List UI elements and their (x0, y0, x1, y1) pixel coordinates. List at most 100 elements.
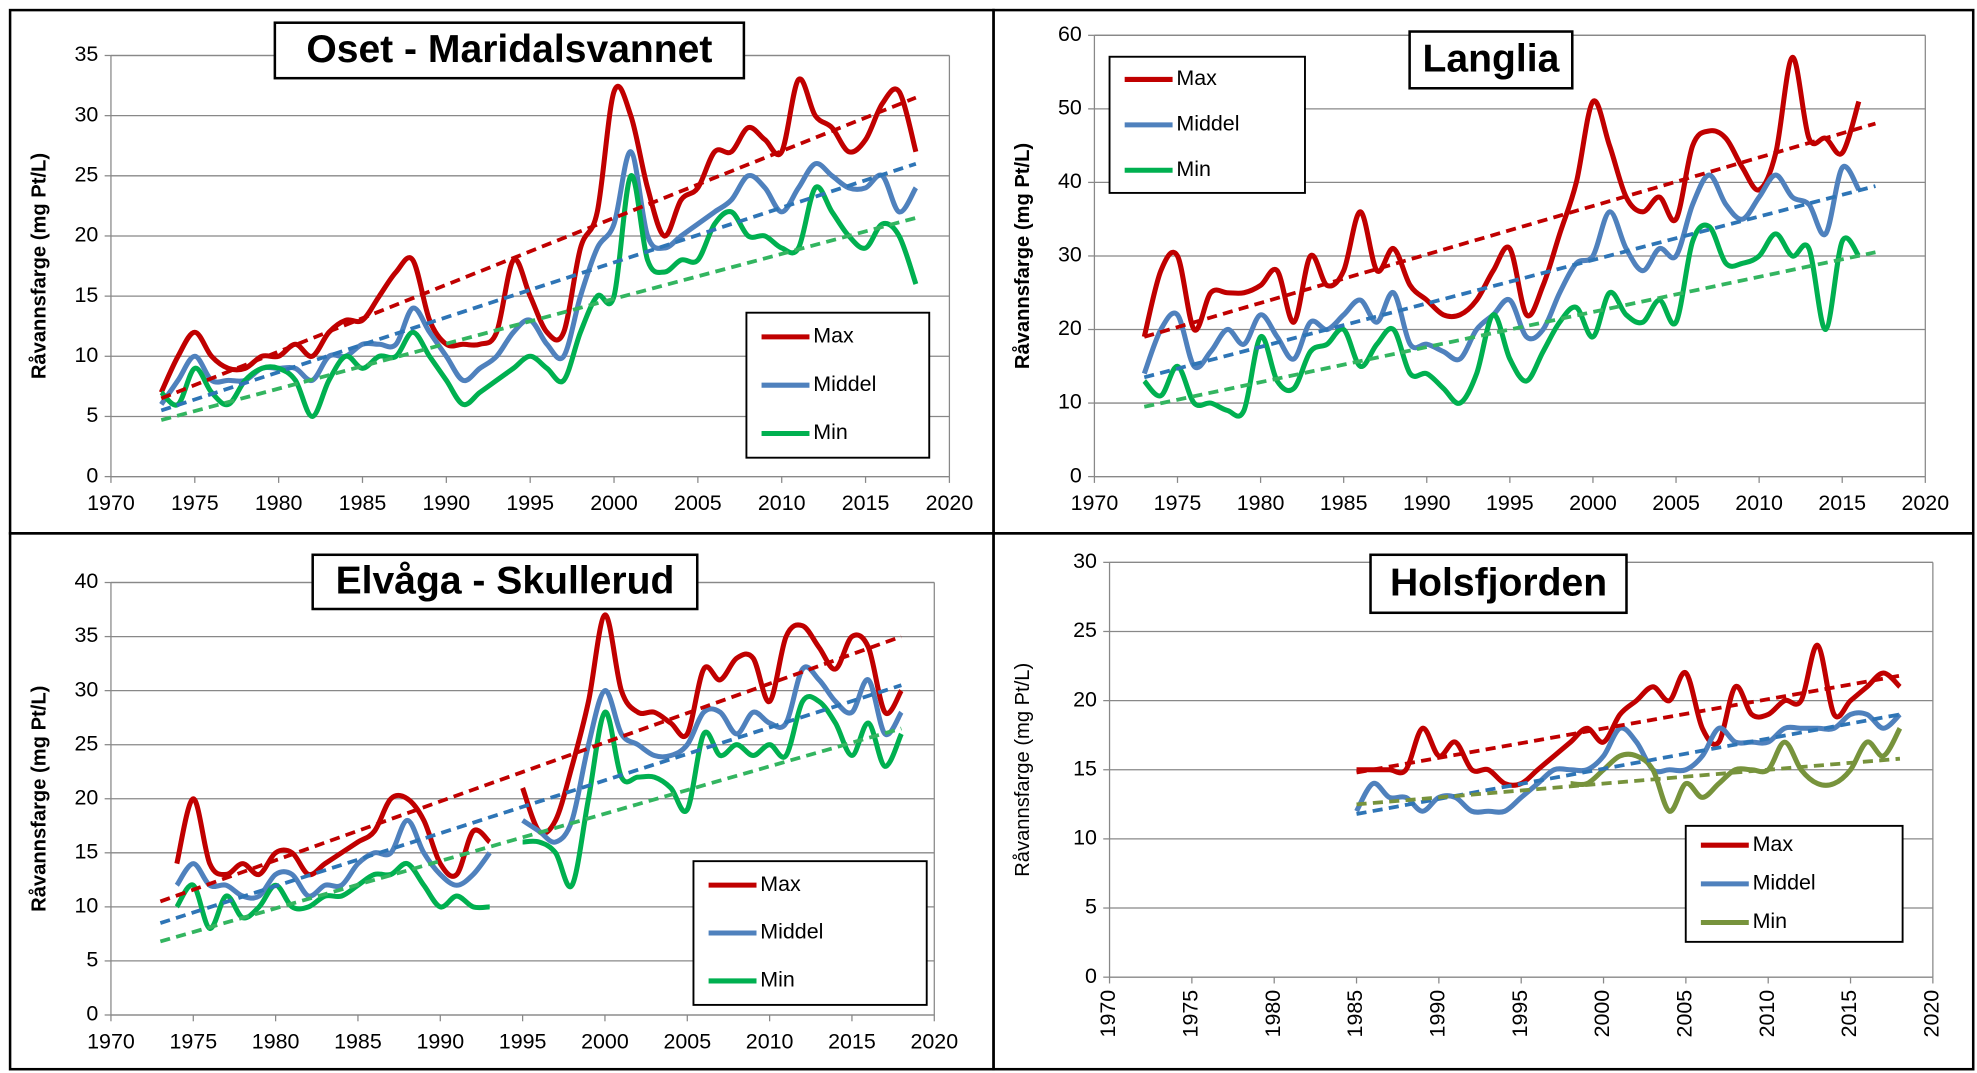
panel-frame (992, 532, 1975, 1071)
series-line (1570, 726, 1903, 814)
panel: 0 10 20 30 40 50 60 1970 1975 1980 1985 1990 1995 200… (992, 8, 1975, 535)
trend-line (1143, 250, 1876, 409)
series-line (1356, 642, 1902, 788)
legend-label: Middel (1753, 871, 1816, 895)
x-tick-label: 1975 (1179, 990, 1203, 1038)
chart-title: Oset - Maridalsvannet (306, 28, 712, 71)
y-tick-label: 5 (1085, 895, 1097, 919)
y-tick-label: 25 (1073, 618, 1097, 642)
legend-label: Min (813, 420, 848, 444)
y-tick-label: 30 (75, 102, 99, 126)
x-tick-label: 1985 (334, 1029, 382, 1053)
legend-label: Middel (813, 372, 876, 396)
y-axis-label: Råvannsfarge (mg Pt/L) (1012, 663, 1034, 877)
x-tick-label: 1970 (87, 491, 135, 515)
x-tick-label: 2015 (842, 491, 890, 515)
x-tick-label: 1985 (1343, 990, 1367, 1038)
x-tick-label: 2020 (1901, 491, 1949, 515)
y-tick-label: 20 (75, 223, 99, 247)
y-tick-label: 40 (75, 569, 99, 593)
x-tick-label: 1995 (499, 1029, 547, 1053)
x-tick-label: 2010 (1735, 491, 1783, 515)
y-axis-label: Råvannsfarge (mg Pt/L) (28, 686, 51, 912)
y-tick-label: 10 (75, 894, 99, 918)
y-tick-label: 30 (1058, 243, 1082, 267)
y-tick-label: 10 (1058, 390, 1082, 414)
x-tick-label: 1990 (416, 1029, 464, 1053)
x-tick-label: 2010 (1755, 990, 1779, 1038)
title-box (1369, 553, 1628, 615)
chart-title: Holsfjorden (1390, 561, 1607, 604)
x-tick-label: 2020 (910, 1029, 958, 1053)
trend-line (1356, 756, 1901, 807)
x-tick-label: 1985 (339, 491, 387, 515)
trend-line (160, 95, 917, 401)
trend-line (1143, 121, 1876, 339)
legend-label: Max (1176, 66, 1217, 90)
y-tick-label: 15 (75, 283, 99, 307)
x-tick-label: 2000 (1590, 990, 1614, 1038)
x-tick-label: 1970 (1071, 491, 1119, 515)
y-tick-label: 40 (1058, 169, 1082, 193)
trend-line (1356, 712, 1901, 816)
y-axis-label: Råvannsfarge (mg Pt/L) (28, 153, 51, 379)
x-tick-label: 1970 (87, 1029, 135, 1053)
x-tick-label: 2005 (1673, 990, 1697, 1038)
x-tick-label: 2005 (663, 1029, 711, 1053)
trend-line (1356, 673, 1901, 775)
title-box (273, 21, 746, 80)
y-tick-label: 30 (75, 677, 99, 701)
y-tick-label: 50 (1058, 96, 1082, 120)
x-tick-label: 2010 (746, 1029, 794, 1053)
y-tick-label: 20 (1058, 316, 1082, 340)
x-tick-label: 2020 (926, 491, 974, 515)
x-tick-label: 2005 (1652, 491, 1700, 515)
legend-label: Max (1753, 832, 1794, 856)
title-box (311, 553, 699, 611)
legend-label: Min (1753, 909, 1788, 933)
chart-title: Langlia (1423, 37, 1560, 80)
x-tick-label: 1970 (1096, 990, 1120, 1038)
x-tick-label: 1995 (1508, 990, 1532, 1038)
x-tick-label: 1975 (1154, 491, 1202, 515)
series-line (174, 664, 904, 901)
x-tick-label: 1980 (1261, 990, 1285, 1038)
x-tick-label: 1990 (1403, 491, 1451, 515)
trend-line (160, 161, 917, 413)
x-tick-label: 2020 (1920, 990, 1944, 1038)
y-tick-label: 0 (86, 463, 98, 487)
y-tick-label: 25 (75, 731, 99, 755)
x-tick-label: 2000 (590, 491, 638, 515)
y-tick-label: 15 (1073, 756, 1097, 780)
panel: 0 5 10 15 20 25 30 1970 1975 1980 1985 1990 1995 2000… (992, 532, 1975, 1071)
y-tick-label: 35 (75, 623, 99, 647)
chart-title: Elvåga - Skullerud (336, 559, 675, 602)
trend-line (159, 634, 902, 904)
trend-line (159, 683, 902, 925)
y-tick-label: 25 (75, 162, 99, 186)
series-line (174, 694, 904, 932)
y-tick-label: 10 (1073, 826, 1097, 850)
x-tick-label: 2010 (758, 491, 806, 515)
y-tick-label: 20 (1073, 687, 1097, 711)
x-tick-label: 1980 (255, 491, 303, 515)
series-line (1141, 163, 1862, 375)
x-tick-label: 1990 (1426, 990, 1450, 1038)
trend-line (159, 726, 902, 944)
y-tick-label: 35 (75, 42, 99, 66)
x-tick-label: 2015 (1818, 491, 1866, 515)
x-tick-label: 1980 (252, 1029, 300, 1053)
y-tick-label: 20 (75, 785, 99, 809)
legend-label: Middel (1176, 111, 1239, 135)
y-tick-label: 30 (1073, 549, 1097, 573)
x-tick-label: 2000 (581, 1029, 629, 1053)
y-tick-label: 0 (1085, 964, 1097, 988)
y-tick-label: 0 (86, 1002, 98, 1026)
x-tick-label: 1985 (1320, 491, 1368, 515)
panel: 0 5 10 15 20 25 30 35 1970 1975 1980 1985 1990 1995 20… (8, 8, 995, 535)
trend-line (1143, 184, 1876, 380)
y-tick-label: 5 (86, 948, 98, 972)
y-tick-label: 60 (1058, 22, 1082, 46)
panel: 0 5 10 15 20 25 30 35 40 1970 1975 1980 1985 1990 1995… (8, 532, 995, 1071)
